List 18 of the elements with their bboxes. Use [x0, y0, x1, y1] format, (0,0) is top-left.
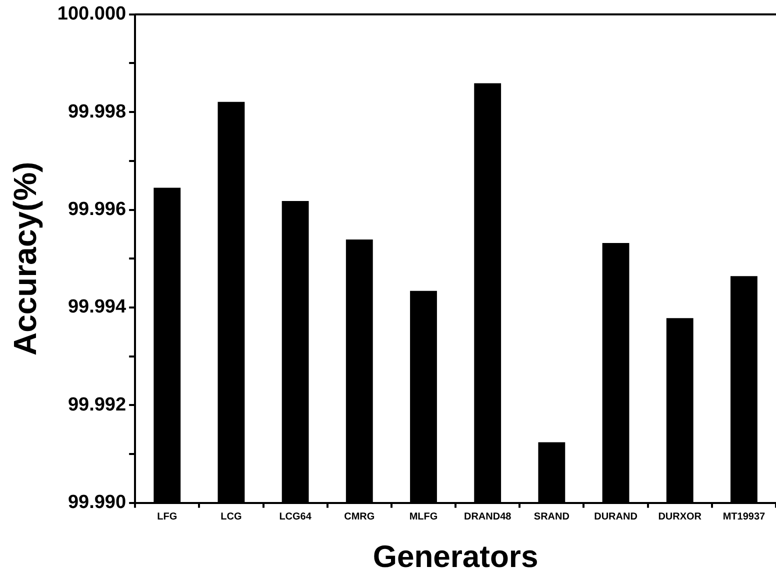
x-tick-label: DRAND48 [464, 512, 512, 523]
y-tick-label: 100.000 [57, 4, 126, 25]
x-tick-label: LCG [220, 512, 242, 523]
y-tick-label: 99.992 [68, 394, 126, 416]
x-tick-label: SRAND [534, 512, 570, 523]
y-tick-label: 99.990 [68, 492, 126, 514]
x-tick-label: DURXOR [658, 512, 702, 523]
y-tick-label: 99.996 [68, 198, 126, 220]
y-axis-title: Accuracy(%) [7, 162, 44, 356]
x-tick-label: DURAND [594, 512, 638, 523]
y-tick-label: 99.998 [68, 101, 126, 122]
y-tick-label: 99.994 [68, 296, 126, 318]
x-tick-label: MLFG [409, 512, 438, 523]
x-tick-label: CMRG [344, 512, 375, 523]
x-tick-label: LCG64 [279, 512, 312, 523]
x-axis-title: Generators [372, 538, 538, 574]
x-tick-label: LFG [157, 512, 178, 523]
x-tick-label: MT19937 [722, 512, 766, 523]
